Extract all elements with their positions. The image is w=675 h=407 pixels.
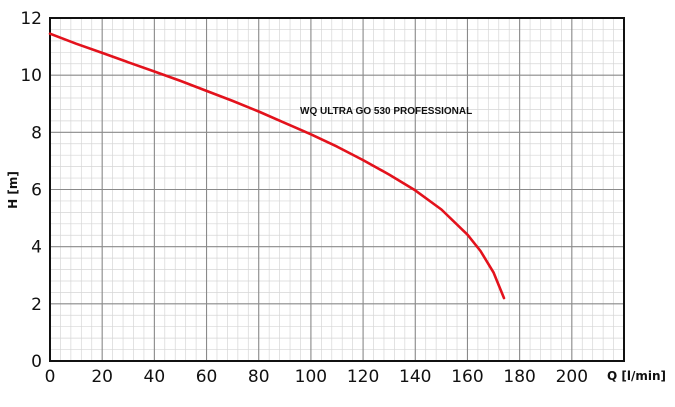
- pump-curve-line: [48, 32, 506, 300]
- x-tick-label: 60: [196, 367, 218, 387]
- y-tick-label: 0: [31, 352, 42, 372]
- x-tick-label: 200: [556, 367, 588, 387]
- x-tick-label: 180: [503, 367, 535, 387]
- major-grid: [49, 17, 624, 362]
- y-tick-label: 12: [20, 9, 42, 29]
- x-tick-label: 20: [91, 367, 113, 387]
- x-tick-label: 140: [399, 367, 431, 387]
- x-axis-title: Q [l/min]: [607, 369, 666, 383]
- x-tick-label: 0: [45, 367, 56, 387]
- y-tick-label: 6: [31, 181, 42, 201]
- y-tick-label: 8: [31, 123, 42, 143]
- y-tick-label: 4: [31, 238, 42, 258]
- x-tick-label: 160: [451, 367, 483, 387]
- y-axis-ticks: 0 2 4 6 8 10 12: [20, 9, 42, 372]
- y-tick-label: 10: [20, 66, 42, 86]
- y-tick-label: 2: [31, 295, 42, 315]
- x-tick-label: 80: [248, 367, 270, 387]
- y-axis-title: H [m]: [6, 171, 20, 209]
- chart-annotation: WQ ULTRA GO 530 PROFESSIONAL: [300, 106, 472, 117]
- x-tick-label: 40: [144, 367, 166, 387]
- curves: [48, 32, 506, 300]
- x-tick-label: 100: [295, 367, 327, 387]
- plot-frame: [49, 17, 625, 362]
- x-axis-ticks: 0 20 40 60 80 100 120 140 160 180 200: [45, 367, 588, 387]
- x-tick-label: 120: [347, 367, 379, 387]
